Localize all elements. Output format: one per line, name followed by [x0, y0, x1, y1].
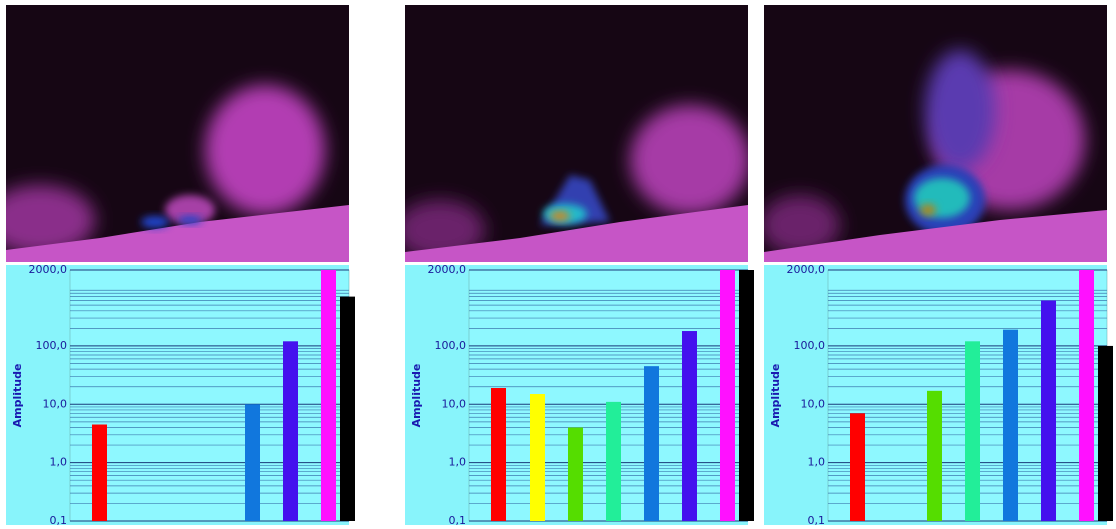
plasma-image: [760, 5, 1107, 262]
bar: [321, 270, 336, 521]
plasma-image: [395, 5, 750, 262]
bar: [682, 331, 697, 521]
bar: [491, 388, 506, 521]
bar: [340, 297, 355, 521]
bar: [1041, 301, 1056, 521]
y-tick-label: 1,0: [449, 456, 467, 469]
y-tick-label: 10,0: [43, 397, 68, 410]
bar: [927, 391, 942, 521]
bar: [568, 428, 583, 521]
y-axis-label: Amplitude: [11, 364, 24, 428]
bar: [1079, 270, 1094, 521]
figure: 2000,0 100,0 10,0 1,0 0,1 Amplitude 2000,0 100,…: [0, 0, 1116, 525]
y-tick-label: 100,0: [435, 339, 467, 352]
bar: [850, 413, 865, 521]
y-tick-label: 10,0: [442, 397, 467, 410]
bar: [720, 270, 735, 521]
y-tick-label: 2000,0: [787, 263, 826, 276]
y-tick-label: 0,1: [449, 514, 467, 525]
y-tick-label: 0,1: [50, 514, 68, 525]
y-tick-label: 100,0: [794, 339, 826, 352]
bar: [965, 341, 980, 521]
y-axis-label: Amplitude: [410, 364, 423, 428]
y-tick-label: 2000,0: [428, 263, 467, 276]
bar: [1003, 330, 1018, 521]
y-tick-label: 1,0: [808, 456, 826, 469]
plasma-image: [0, 5, 349, 262]
y-tick-label: 2000,0: [29, 263, 68, 276]
plot-area: [70, 270, 349, 521]
y-tick-label: 10,0: [801, 397, 826, 410]
bar: [644, 366, 659, 521]
bar: [530, 394, 545, 521]
y-tick-label: 0,1: [808, 514, 826, 525]
bar: [1098, 346, 1113, 521]
bar: [739, 270, 754, 521]
bar: [92, 425, 107, 521]
y-tick-label: 100,0: [36, 339, 68, 352]
y-axis-label: Amplitude: [769, 364, 782, 428]
y-tick-label: 1,0: [50, 456, 68, 469]
bar: [245, 404, 260, 521]
bar: [606, 402, 621, 521]
bar: [283, 341, 298, 521]
